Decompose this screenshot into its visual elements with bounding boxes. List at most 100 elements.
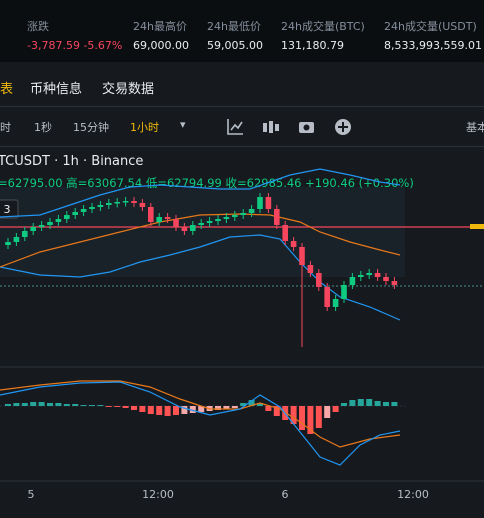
interval[interactable]: 1小时	[130, 121, 159, 134]
ohlc-readout: =62795.00 高=63067.54 低=62794.99 收=62985.…	[0, 176, 414, 190]
interval[interactable]: 15分钟	[73, 121, 109, 134]
decoration	[215, 406, 221, 410]
decoration	[349, 400, 356, 406]
decoration	[349, 277, 356, 285]
decoration	[248, 209, 255, 213]
stat-label: 24h最高价	[133, 20, 187, 33]
decoration	[131, 201, 137, 203]
decoration	[240, 403, 247, 406]
interval[interactable]: 时	[0, 121, 11, 134]
decoration	[13, 237, 20, 242]
decoration	[341, 403, 347, 406]
decoration	[106, 203, 112, 205]
tab[interactable]: 交易数据	[102, 82, 155, 97]
decoration	[307, 265, 314, 273]
tab[interactable]: 表	[0, 82, 14, 97]
interval[interactable]: 1秒	[34, 121, 52, 134]
decoration	[122, 406, 129, 408]
decoration	[131, 406, 137, 410]
decoration	[332, 299, 339, 307]
decoration	[374, 273, 381, 277]
decoration	[55, 219, 62, 222]
decoration	[139, 203, 146, 207]
decoration	[290, 406, 297, 424]
decoration	[30, 402, 37, 406]
toolbar-icons[interactable]	[225, 117, 355, 137]
decoration	[63, 404, 70, 406]
stat-label: 24h成交量(USDT)	[384, 20, 477, 33]
decoration	[5, 242, 11, 245]
decoration	[190, 225, 196, 231]
decoration	[21, 403, 28, 406]
decoration	[324, 287, 330, 307]
decoration	[173, 219, 179, 227]
decoration	[198, 223, 204, 225]
decoration	[156, 406, 163, 415]
decoration	[114, 406, 121, 407]
decoration	[156, 217, 162, 222]
decoration	[89, 405, 95, 406]
decoration	[215, 219, 221, 221]
decoration	[366, 273, 372, 275]
decoration	[383, 277, 389, 281]
decoration	[97, 205, 104, 207]
decoration	[231, 406, 238, 408]
chart-style[interactable]: 基本	[466, 121, 484, 134]
decoration	[148, 207, 154, 222]
stat-value: 69,000.00	[133, 39, 189, 52]
decoration	[282, 225, 288, 241]
decoration	[80, 209, 87, 212]
stats-bar	[0, 0, 484, 62]
decoration	[257, 197, 263, 209]
decoration	[315, 406, 322, 428]
x-axis-label: 12:00	[142, 488, 174, 501]
stat-value: -3,787.59 -5.67%	[27, 39, 123, 52]
decoration	[383, 402, 389, 406]
dropdown[interactable]: ▾	[180, 118, 186, 131]
stat-value: 8,533,993,559.01	[384, 39, 482, 52]
decoration	[189, 406, 196, 413]
decoration	[72, 404, 79, 406]
x-axis-label: 12:00	[397, 488, 429, 501]
decoration	[13, 403, 20, 406]
decoration	[265, 406, 272, 411]
decoration	[38, 225, 45, 227]
decoration	[5, 404, 11, 406]
x-axis-label: 6	[282, 488, 289, 501]
decoration	[299, 247, 305, 265]
decoration	[357, 399, 364, 406]
divider	[0, 106, 484, 107]
decoration	[223, 217, 230, 219]
decoration	[274, 209, 280, 225]
decoration	[147, 406, 154, 414]
decoration	[198, 406, 205, 412]
decoration	[290, 241, 297, 247]
indicator-badge: 3	[4, 203, 11, 216]
decoration	[248, 400, 255, 406]
decoration	[38, 402, 45, 406]
decoration	[257, 403, 263, 406]
decoration	[358, 275, 364, 277]
decoration	[341, 285, 347, 299]
decoration	[89, 207, 95, 209]
decoration	[181, 227, 188, 231]
stat-label: 24h最低价	[207, 20, 261, 33]
stat-value: 59,005.00	[207, 39, 263, 52]
price-chart: TCUSDT · 1h · Binance =62795.00 高=63067.…	[0, 154, 484, 501]
stat-value: 131,180.79	[281, 39, 344, 52]
decoration	[324, 406, 331, 418]
decoration	[114, 202, 120, 204]
decoration	[122, 201, 129, 203]
decoration	[206, 221, 213, 223]
chart-symbol: TCUSDT · 1h · Binance	[0, 154, 143, 169]
decoration	[80, 405, 87, 406]
decoration	[240, 213, 246, 215]
decoration	[64, 215, 70, 219]
decoration	[173, 406, 179, 415]
decoration	[391, 402, 398, 406]
decoration	[265, 197, 272, 209]
tab[interactable]: 币种信息	[30, 82, 83, 97]
decoration	[30, 227, 36, 231]
decoration	[223, 406, 230, 409]
